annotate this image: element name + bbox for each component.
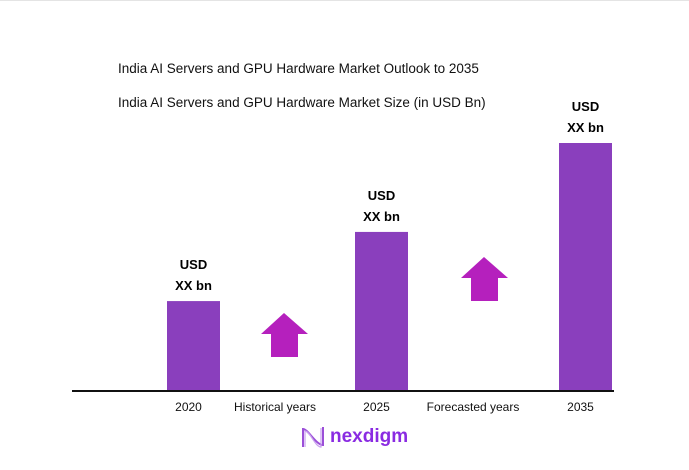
period-annotation: Historical years	[234, 400, 316, 414]
x-tick-label: 2025	[363, 400, 390, 414]
data-label: USD	[572, 99, 599, 114]
x-tick-label: 2020	[175, 400, 202, 414]
growth-arrow-icon	[461, 257, 508, 301]
data-label: XX bn	[175, 278, 212, 293]
chart-title: India AI Servers and GPU Hardware Market…	[118, 61, 479, 76]
bar-2025	[355, 231, 408, 390]
data-label: XX bn	[567, 120, 604, 135]
bar-2035	[559, 143, 612, 390]
growth-arrow-icon	[261, 313, 308, 357]
period-annotation: Forecasted years	[427, 400, 520, 414]
x-tick-label: 2035	[567, 400, 594, 414]
bar-2020	[167, 301, 220, 390]
data-label: XX bn	[363, 209, 400, 224]
data-label: USD	[368, 188, 395, 203]
nexdigm-logo-icon	[302, 427, 324, 448]
data-label: USD	[180, 257, 207, 272]
brand-name: nexdigm	[330, 426, 409, 447]
nexdigm-logo: nexdigm	[300, 425, 408, 449]
chart-subtitle: India AI Servers and GPU Hardware Market…	[118, 95, 486, 110]
